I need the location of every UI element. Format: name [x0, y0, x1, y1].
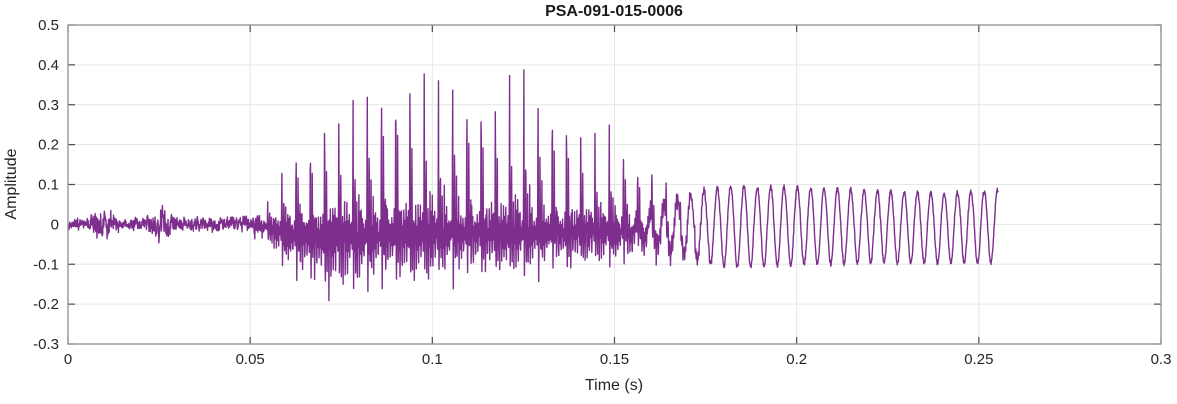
y-tick-label: 0.2 [38, 137, 59, 154]
x-tick-label: 0.15 [600, 351, 629, 368]
y-tick-label: 0.3 [38, 97, 59, 114]
chart-layers: 0 0.05 0.1 0.15 0.2 0.25 0.3 -0.3 -0.2 -0.1 0 0.1 0.… [33, 17, 1171, 368]
y-tick-label: 0.5 [38, 17, 59, 34]
waveform-line [67, 69, 999, 302]
tick-labels: 0 0.05 0.1 0.15 0.2 0.25 0.3 -0.3 -0.2 -0.1 0 0.1 0.… [33, 17, 1171, 368]
y-tick-label: 0 [51, 216, 59, 233]
y-axis-label: Amplitude [3, 148, 20, 219]
x-tick-label: 0.1 [422, 351, 443, 368]
x-tick-label: 0.25 [964, 351, 993, 368]
y-tick-label: -0.1 [33, 256, 59, 273]
y-tick-label: -0.2 [33, 296, 59, 313]
y-tick-label: 0.1 [38, 177, 59, 194]
x-tick-label: 0.2 [786, 351, 807, 368]
x-tick-label: 0.05 [236, 351, 265, 368]
axes-box [67, 24, 1162, 345]
y-tick-label: -0.3 [33, 336, 59, 353]
x-axis-label: Time (s) [585, 377, 643, 394]
x-tick-label: 0.3 [1151, 351, 1172, 368]
x-tick-label: 0 [64, 351, 72, 368]
y-tick-label: 0.4 [38, 57, 59, 74]
chart-title: PSA-091-015-0006 [545, 3, 683, 20]
gridlines [68, 25, 1161, 344]
